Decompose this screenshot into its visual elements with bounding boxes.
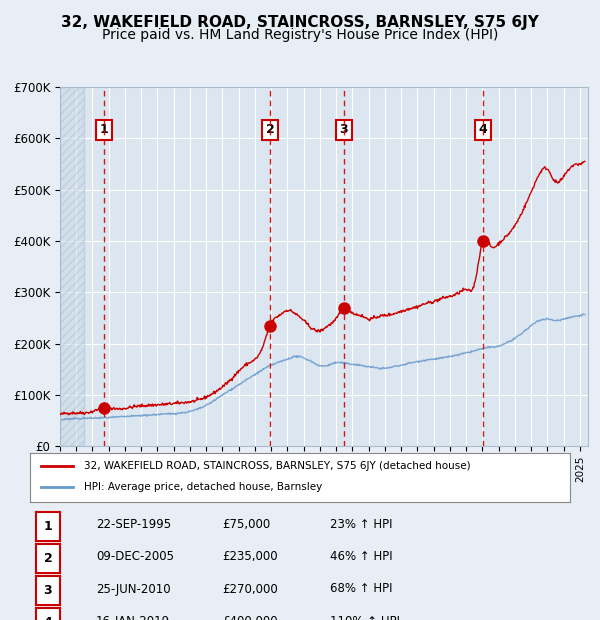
Text: 2: 2 [266,123,274,136]
Text: Price paid vs. HM Land Registry's House Price Index (HPI): Price paid vs. HM Land Registry's House … [102,28,498,42]
Text: 25-JUN-2010: 25-JUN-2010 [96,583,170,595]
Text: 46% ↑ HPI: 46% ↑ HPI [330,551,392,563]
Text: 3: 3 [44,584,52,597]
Text: 4: 4 [44,616,52,620]
Text: £235,000: £235,000 [222,551,278,563]
Text: 2: 2 [44,552,52,565]
Text: HPI: Average price, detached house, Barnsley: HPI: Average price, detached house, Barn… [84,482,322,492]
Text: 32, WAKEFIELD ROAD, STAINCROSS, BARNSLEY, S75 6JY: 32, WAKEFIELD ROAD, STAINCROSS, BARNSLEY… [61,16,539,30]
Text: 23% ↑ HPI: 23% ↑ HPI [330,518,392,531]
Text: 32, WAKEFIELD ROAD, STAINCROSS, BARNSLEY, S75 6JY (detached house): 32, WAKEFIELD ROAD, STAINCROSS, BARNSLEY… [84,461,470,471]
Bar [60,87,92,446]
Text: 1: 1 [44,520,52,533]
Text: 4: 4 [479,123,487,136]
Text: £75,000: £75,000 [222,518,270,531]
Text: 22-SEP-1995: 22-SEP-1995 [96,518,171,531]
Text: £270,000: £270,000 [222,583,278,595]
Text: 09-DEC-2005: 09-DEC-2005 [96,551,174,563]
Bar [60,87,85,446]
Text: 16-JAN-2019: 16-JAN-2019 [96,615,170,620]
Text: £400,000: £400,000 [222,615,278,620]
Text: 110% ↑ HPI: 110% ↑ HPI [330,615,400,620]
Text: 3: 3 [340,123,348,136]
Text: 1: 1 [100,123,109,136]
Text: 68% ↑ HPI: 68% ↑ HPI [330,583,392,595]
